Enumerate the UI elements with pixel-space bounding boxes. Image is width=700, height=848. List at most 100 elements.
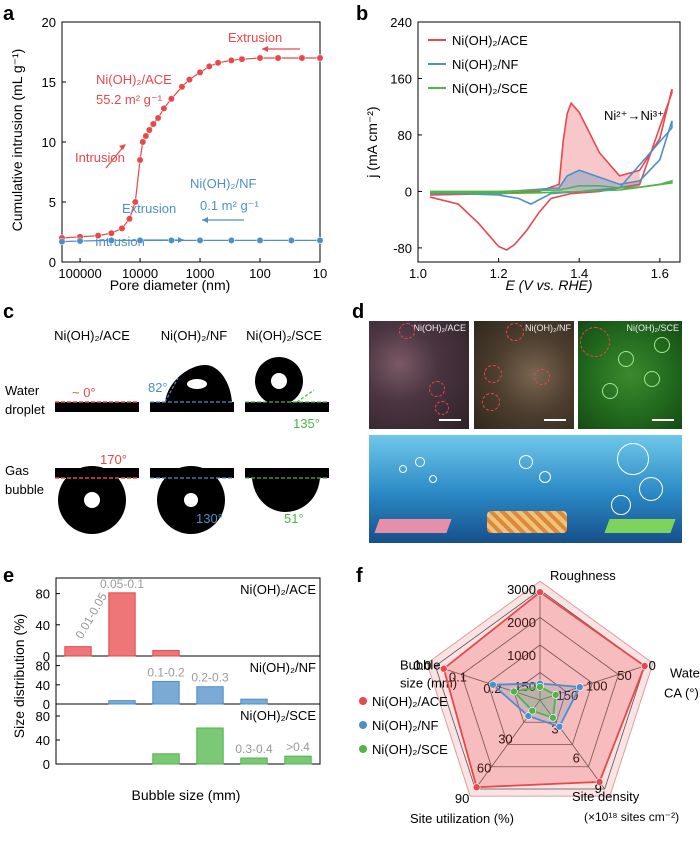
panel-d-micrograph-ace: Ni(OH)₂/ACE [369,321,469,429]
panel-a-ytick-label: 10 [42,135,56,150]
panel-f-grid-ring [461,617,619,768]
panel-d-label-sce: Ni(OH)₂/SCE [626,323,680,333]
panel-a-point [298,54,306,62]
panel-a-ace-label: Ni(OH)₂/ACE [96,72,172,87]
panel-f-tick-label: 2000 [507,615,536,630]
panel-f-point [439,664,448,673]
panel-f-point [555,722,564,731]
panel-a-point [214,59,222,67]
panel-f-tick-label: 0.1 [449,670,467,685]
panel-a-nf-intrusion: Intrusion [95,234,145,249]
panel-f-point [472,783,481,792]
panel-a-ytick-label: 0 [49,255,56,270]
panel-e-subplot-title: Ni(OH)₂/NF [250,660,316,675]
panel-e-bar [108,592,136,657]
panel-e-ylabel: Size distribution (%) [11,614,27,739]
panel-letter-e: e [3,565,14,587]
panel-e-chart: Size distribution (%) Bubble size (mm) 0… [11,577,321,803]
panel-e-bar-label: 0.3-0.4 [235,742,273,756]
panel-b-ytick-label: 0 [405,184,412,199]
panel-e-bar-label: 0.01-0.05 [72,590,110,641]
panel-a-ace-intrusion: Intrusion [75,150,125,165]
panel-f-tick-label: 90 [455,791,469,806]
panel-f-tick-label: 100 [586,678,608,693]
panel-e-ytick-label: 80 [36,659,50,674]
panel-d-label-ace: Ni(OH)₂/ACE [413,323,467,333]
panel-b-legend-label: Ni(OH)₂/SCE [452,81,528,96]
panel-e-bar [196,727,224,765]
panel-b-annotation: Ni²⁺→Ni³⁺ [604,108,664,123]
panel-a-point [205,62,213,70]
panel-f-tick-label: 50 [617,668,631,683]
panel-c-water-nf-angle: 82° [148,380,168,395]
panel-a-point [107,229,115,237]
panel-a-point [227,236,235,244]
panel-a-point [227,56,235,64]
panel-c-row-gas-1: Gas [5,463,29,478]
panel-b-legend-label: Ni(OH)₂/NF [452,57,518,72]
panel-letter-a: a [3,3,15,25]
panel-a-xlabel: Pore diameter (nm) [110,277,231,293]
panel-a-point [167,95,175,103]
panel-a-point [136,156,144,164]
panel-e-bar [240,698,268,705]
panel-f-axis-utilization: Site utilization (%) [410,811,514,826]
panel-e-ytick-label: 80 [36,587,50,602]
panel-f-point [549,713,557,722]
panel-e-bar [240,757,268,765]
panel-f-tick-label: 3 [551,721,558,736]
panel-a-xtick-label: 1000 [186,266,215,281]
panel-b-xtick-label: 1.4 [570,266,588,281]
panel-letter-f: f [356,565,363,587]
panel-d-micrograph-sce: Ni(OH)₂/SCE [578,321,682,429]
panel-a-point [118,224,126,232]
panel-f-point [536,588,544,597]
panel-f-tick-label: 30 [498,731,512,746]
panel-f-tick-label: 1000 [507,648,536,663]
panel-f-grid-ring [487,644,593,745]
panel-f-point [595,778,604,786]
panel-f-axis-roughness: Roughness [550,568,616,583]
panel-a-point [196,236,204,244]
panel-a-point [316,236,324,244]
panel-a-chart: Pore diameter (nm) Cumulative intrusion … [9,15,327,293]
panel-a-point [178,83,186,91]
panel-e-ytick-label: 0 [43,649,50,664]
panel-f-axis-density-1: Site density [572,789,640,804]
panel-f-point [489,680,497,689]
panel-c-water-ace-angle: ~ 0° [72,385,96,400]
panel-e-bar [196,686,224,705]
panel-e-subplot-title: Ni(OH)₂/SCE [240,708,316,723]
panel-b-legend-label: Ni(OH)₂/ACE [452,33,528,48]
panel-a-point [256,54,264,62]
panel-f-spoke [435,665,541,701]
panel-f-tick-label: 3000 [507,582,536,597]
panel-a-nf-label: Ni(OH)₂/NF [190,176,256,191]
panel-a-point [287,236,295,244]
panel-b-ytick-label: 240 [390,15,412,30]
panel-e-ytick-label: 0 [43,757,50,772]
panel-b-cv-line [430,179,673,195]
panel-a-ytick-label: 20 [42,15,56,30]
panel-f-radar: 1501000200030001501005003693060900.20.10… [359,568,700,826]
panel-a-point [186,76,193,84]
panel-f-point [640,662,649,670]
panel-a-point [136,236,144,244]
panel-a-point [107,236,115,244]
panel-c-col-sce: Ni(OH)₂/SCE [246,328,322,343]
panel-a-ytick-label: 5 [49,195,56,210]
panel-e-subplot-title: Ni(OH)₂/ACE [240,582,316,597]
panel-b-xtick-label: 1.2 [490,266,508,281]
panel-f-point [510,687,518,696]
panel-a-xtick-label: 10000 [122,266,158,281]
panel-a-nf-extrusion: Extrusion [122,201,176,216]
panel-f-axis-water-1: Water [670,666,700,681]
panel-f-legend-label: Ni(OH)₂/NF [372,718,438,733]
panel-b-ytick-label: 80 [398,128,412,143]
panel-b-ylabel: j (mA cm⁻²) [364,106,380,178]
panel-f-grid-ring [513,672,567,723]
panel-b-cv-line [430,120,673,206]
panel-f-legend-label: Ni(OH)₂/SCE [372,742,448,757]
panel-e-ytick-label: 0 [43,697,50,712]
panel-d-label-nf: Ni(OH)₂/NF [525,323,571,333]
